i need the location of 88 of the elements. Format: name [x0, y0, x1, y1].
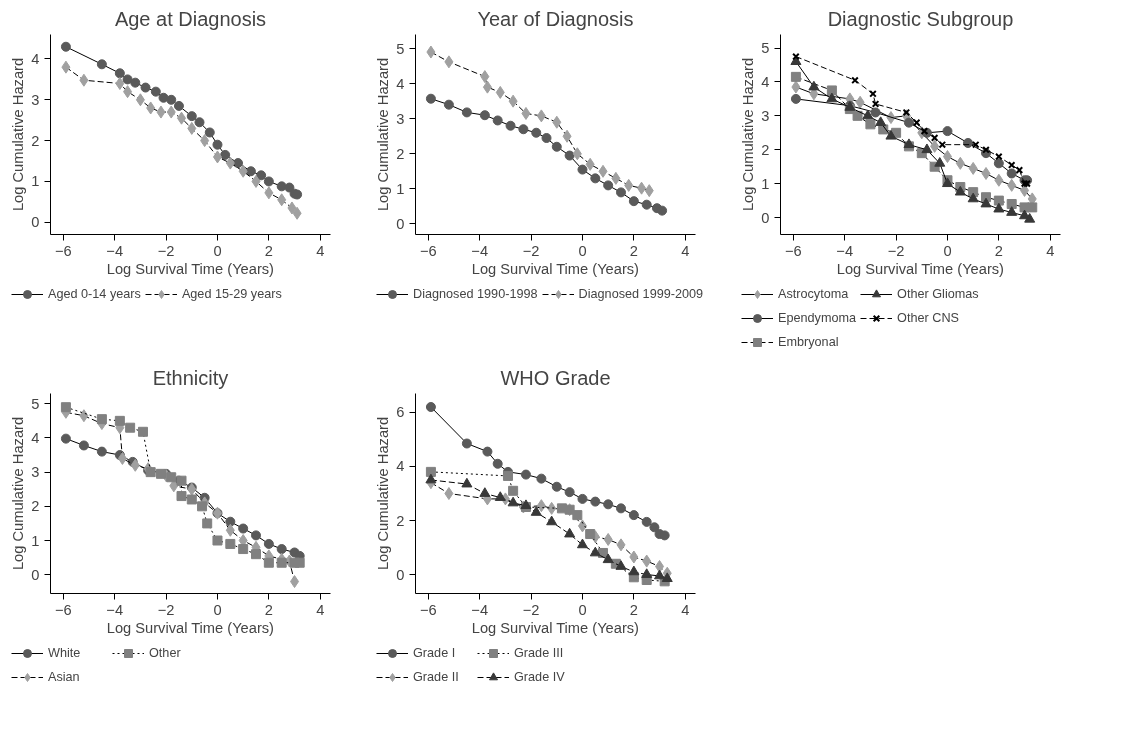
y-tick-label: 2	[761, 141, 770, 158]
x-tick-label: 0	[943, 242, 952, 259]
legend-label: Astrocytoma	[778, 287, 849, 301]
y-tick-label: 1	[31, 532, 40, 549]
legend-label: Other Gliomas	[897, 287, 979, 301]
x-tick-label: 2	[994, 242, 1003, 259]
y-tick-label: 5	[31, 395, 40, 412]
y-tick-label: 4	[31, 429, 40, 446]
x-tick-label: −6	[784, 242, 802, 259]
y-tick-label: 3	[31, 464, 40, 481]
x-tick-label: −2	[522, 601, 540, 618]
x-tick-label: −6	[419, 601, 437, 618]
chart-title: WHO Grade	[500, 366, 611, 389]
x-tick-label: −4	[836, 242, 854, 259]
legend-label: Aged 15-29 years	[181, 287, 282, 301]
y-tick-label: 1	[31, 173, 40, 190]
y-tick-label: 2	[396, 512, 405, 529]
y-axis-title: Log Cumulative Hazard	[375, 57, 392, 212]
x-tick-label: 4	[681, 242, 690, 259]
x-tick-label: 4	[681, 601, 690, 618]
y-tick-label: 5	[761, 40, 770, 57]
y-tick-label: 1	[396, 180, 405, 197]
x-axis-title: Log Survival Time (Years)	[836, 260, 1004, 277]
legend-label: Diagnosed 1999-2009	[578, 287, 704, 301]
x-axis-title: Log Survival Time (Years)	[106, 619, 274, 636]
x-tick-label: −6	[54, 242, 72, 259]
x-tick-label: 2	[629, 601, 638, 618]
y-tick-label: 3	[31, 91, 40, 108]
x-tick-label: −4	[471, 601, 489, 618]
x-tick-label: −2	[887, 242, 905, 259]
x-tick-label: 4	[1046, 242, 1055, 259]
y-tick-label: 0	[396, 566, 405, 583]
legend-label: Grade II	[413, 670, 460, 684]
legend-label: Grade IV	[514, 670, 566, 684]
x-tick-label: −6	[54, 601, 72, 618]
legend-label: Asian	[48, 670, 81, 684]
y-tick-label: 3	[396, 110, 405, 127]
x-tick-label: 0	[213, 242, 222, 259]
y-tick-label: 2	[31, 498, 40, 515]
y-tick-label: 1	[761, 175, 770, 192]
x-tick-label: −6	[419, 242, 437, 259]
x-tick-label: 0	[213, 601, 222, 618]
y-tick-label: 4	[761, 73, 770, 90]
y-tick-label: 0	[761, 209, 770, 226]
x-tick-label: −2	[157, 601, 175, 618]
x-tick-label: 0	[578, 242, 587, 259]
y-tick-label: 4	[396, 75, 405, 92]
y-tick-label: 4	[396, 458, 405, 475]
legend-label: Other	[149, 646, 182, 660]
x-tick-label: −2	[522, 242, 540, 259]
legend-label: Diagnosed 1990-1998	[413, 287, 538, 301]
y-tick-label: 2	[31, 132, 40, 149]
y-tick-label: 2	[396, 145, 405, 162]
x-tick-label: 0	[578, 601, 587, 618]
x-tick-label: 2	[264, 601, 273, 618]
x-tick-label: 2	[264, 242, 273, 259]
x-axis-title: Log Survival Time (Years)	[471, 619, 639, 636]
legend-label: Aged 0-14 years	[48, 287, 141, 301]
y-axis-title: Log Cumulative Hazard	[10, 416, 27, 571]
y-tick-label: 0	[396, 215, 405, 232]
legend-label: Embryonal	[778, 335, 839, 349]
x-axis-title: Log Survival Time (Years)	[106, 260, 274, 277]
x-tick-label: 2	[629, 242, 638, 259]
x-tick-label: −4	[106, 242, 124, 259]
legend-label: Ependymoma	[778, 311, 857, 325]
y-tick-label: 5	[396, 40, 405, 57]
y-tick-label: 3	[761, 107, 770, 124]
chart-title: Diagnostic Subgroup	[827, 7, 1014, 30]
legend-label: White	[48, 646, 82, 660]
y-tick-label: 4	[31, 50, 40, 67]
x-tick-label: −2	[157, 242, 175, 259]
chart-title: Ethnicity	[152, 366, 229, 389]
y-tick-label: 0	[31, 566, 40, 583]
chart-title: Year of Diagnosis	[477, 7, 634, 30]
x-tick-label: −4	[471, 242, 489, 259]
legend-label: Grade I	[413, 646, 457, 660]
legend-label: Grade III	[514, 646, 565, 660]
y-tick-label: 6	[396, 404, 405, 421]
y-axis-title: Log Cumulative Hazard	[740, 57, 757, 212]
y-axis-title: Log Cumulative Hazard	[375, 416, 392, 571]
x-axis-title: Log Survival Time (Years)	[471, 260, 639, 277]
x-tick-label: 4	[316, 242, 325, 259]
chart-title: Age at Diagnosis	[114, 7, 267, 30]
x-tick-label: −4	[106, 601, 124, 618]
y-tick-label: 0	[31, 214, 40, 231]
x-tick-label: 4	[316, 601, 325, 618]
legend-label: Other CNS	[897, 311, 959, 325]
y-axis-title: Log Cumulative Hazard	[10, 57, 27, 212]
